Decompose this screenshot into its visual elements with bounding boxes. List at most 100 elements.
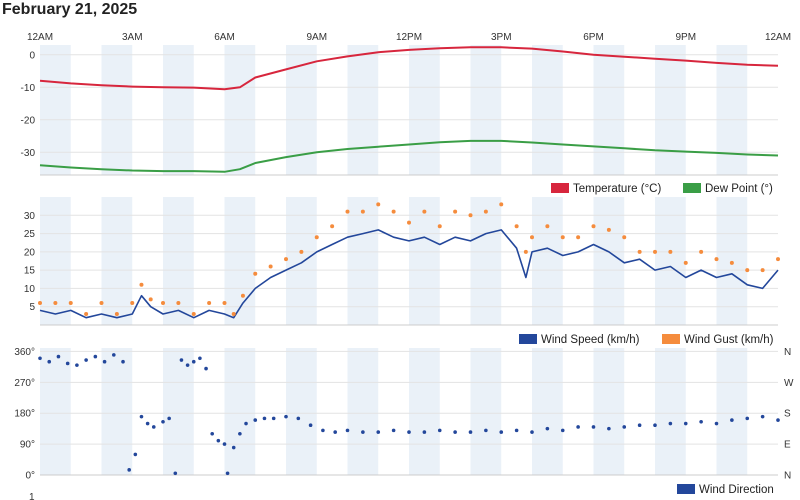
legend-label-wind-gust: Wind Gust (km/h) xyxy=(684,334,774,346)
hour-band xyxy=(347,45,379,175)
wind-direction-legend: Wind Direction xyxy=(677,484,774,496)
wind-gust-point xyxy=(668,249,673,254)
wind-direction-point xyxy=(345,428,350,433)
wind-direction-point xyxy=(145,421,150,426)
wind-gust-point xyxy=(84,312,89,317)
hour-band xyxy=(224,348,256,475)
wind-direction-panel: 0° 90° 180° 270° 360° N E S W N xyxy=(14,347,794,482)
wind-gust-point xyxy=(437,224,442,229)
wind-direction-point xyxy=(699,419,703,424)
dew-point-line xyxy=(39,139,779,173)
wind-gust-point xyxy=(545,224,550,229)
wind-gust-point xyxy=(330,224,335,229)
time-axis-label: 12AM xyxy=(27,32,53,43)
wind-gust-point xyxy=(38,301,42,306)
wind-gust-point xyxy=(699,249,704,254)
wind-direction-point xyxy=(760,414,765,419)
wind-direction-point xyxy=(191,359,196,364)
wind-direction-point xyxy=(407,430,411,434)
wind-direction-point xyxy=(127,468,131,472)
wind-gust-point xyxy=(284,257,288,262)
hour-band xyxy=(40,45,71,175)
wind-direction-point xyxy=(112,353,116,357)
time-axis-label: 3PM xyxy=(491,32,512,43)
wind-direction-point xyxy=(468,430,473,434)
wind-gust-point xyxy=(606,227,611,232)
wind-direction-point xyxy=(499,430,504,434)
hour-band xyxy=(101,197,133,325)
y-tick-label: 10 xyxy=(24,284,36,295)
y-tick-label: 180° xyxy=(14,409,35,420)
partial-axis-label: 1 xyxy=(29,492,35,500)
wind-gust-point xyxy=(148,297,153,302)
wind-direction-point xyxy=(514,428,519,433)
wind-gust-point xyxy=(130,301,135,306)
legend-swatch-temperature xyxy=(551,183,569,193)
wind-direction-point xyxy=(560,428,565,433)
wind-direction-point xyxy=(607,426,611,431)
wind-gust-point xyxy=(499,202,504,207)
wind-direction-point xyxy=(133,452,138,457)
y-tick-label: 30 xyxy=(24,211,36,222)
time-axis-label: 6PM xyxy=(583,32,604,43)
y-tick-label: -20 xyxy=(21,115,36,126)
wind-direction-point xyxy=(210,432,214,436)
wind-direction-point xyxy=(730,418,734,422)
legend-swatch-dew-point xyxy=(683,183,701,193)
wind-gust-point xyxy=(176,301,181,306)
wind-direction-point xyxy=(333,430,338,434)
compass-tick-label: N xyxy=(784,471,791,482)
y-tick-label: 15 xyxy=(24,266,36,277)
wind-direction-point xyxy=(204,366,208,371)
wind-direction-point xyxy=(284,414,288,419)
compass-tick-label: W xyxy=(784,378,794,389)
hour-band xyxy=(655,197,686,325)
wind-gust-point xyxy=(207,301,212,306)
hour-band xyxy=(593,348,625,475)
hour-band xyxy=(347,348,379,475)
wind-gust-point xyxy=(776,257,780,262)
wind-gust-point xyxy=(314,235,319,240)
wind-direction-point xyxy=(84,358,88,362)
wind-gust-point xyxy=(683,260,688,265)
wind-direction-point xyxy=(422,430,427,434)
wind-gust-point xyxy=(139,282,144,287)
compass-tick-label: N xyxy=(784,347,791,358)
wind-direction-point xyxy=(185,363,190,367)
wind-direction-point xyxy=(167,416,171,421)
wind-direction-point xyxy=(668,421,673,426)
time-axis-label: 9AM xyxy=(306,32,327,43)
hour-band xyxy=(655,45,686,175)
page-title: February 21, 2025 xyxy=(2,1,138,18)
wind-gust-point xyxy=(453,209,458,214)
y-tick-label: 0 xyxy=(29,50,35,61)
hour-band xyxy=(409,348,440,475)
wind-gust-point xyxy=(299,249,304,254)
time-axis-label: 12PM xyxy=(396,32,422,43)
temperature-legend: Temperature (°C) Dew Point (°) xyxy=(551,183,773,195)
wind-direction-point xyxy=(271,416,276,421)
wind-direction-point xyxy=(139,414,144,419)
wind-direction-point xyxy=(102,359,107,364)
time-axis-label: 3AM xyxy=(122,32,143,43)
wind-gust-point xyxy=(161,301,165,306)
wind-gust-point xyxy=(483,209,488,214)
wind-direction-point xyxy=(161,419,165,424)
time-axis-label: 9PM xyxy=(675,32,696,43)
wind-direction-point xyxy=(262,416,267,421)
wind-direction-point xyxy=(622,425,627,429)
hour-band xyxy=(101,348,133,475)
wind-direction-point xyxy=(93,354,98,359)
wind-direction-point xyxy=(530,430,534,434)
wind-direction-point xyxy=(637,423,642,428)
wind-speed-line xyxy=(39,229,779,319)
wind-gust-point xyxy=(422,209,427,214)
wind-direction-point xyxy=(65,361,70,366)
wind-direction-point xyxy=(179,358,184,362)
wind-direction-point xyxy=(238,432,242,436)
wind-direction-point xyxy=(576,425,580,429)
wind-direction-point xyxy=(714,421,719,426)
hour-band xyxy=(532,348,563,475)
wind-direction-point xyxy=(47,359,52,364)
wind-gust-point xyxy=(114,312,119,317)
